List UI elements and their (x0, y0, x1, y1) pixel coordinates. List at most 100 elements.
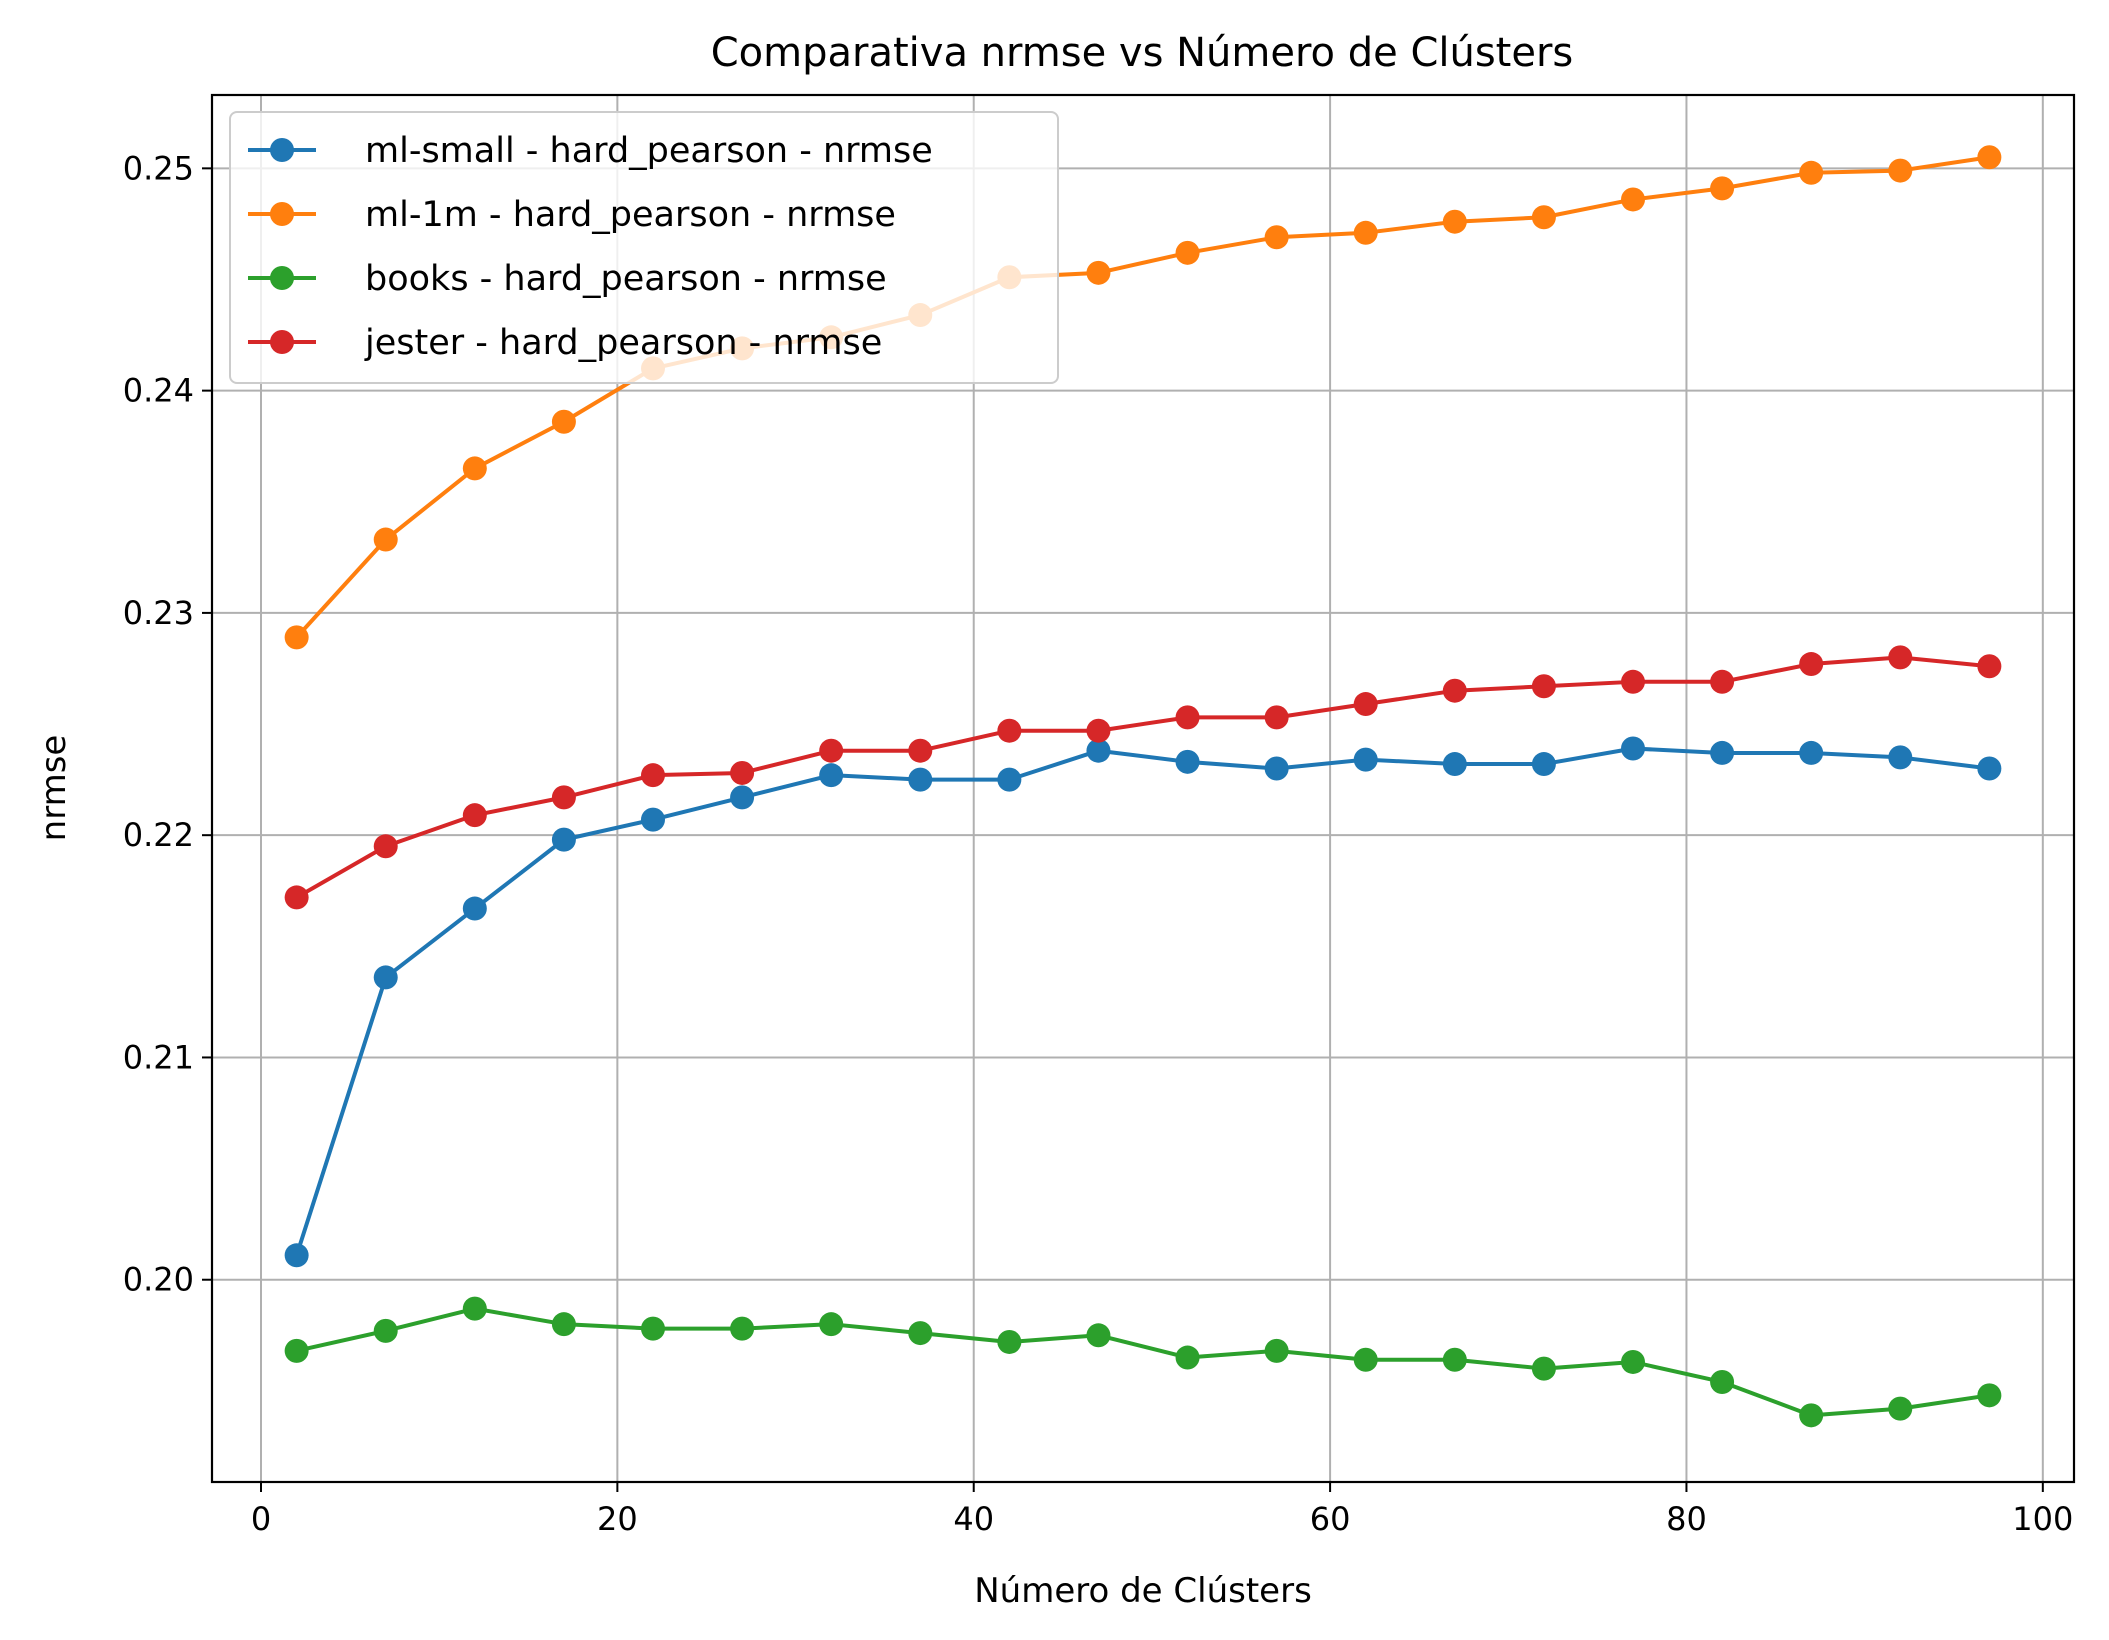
data-point (1888, 745, 1913, 770)
data-point (908, 767, 933, 792)
data-point (373, 834, 398, 859)
data-point (641, 1316, 665, 1341)
data-point (284, 1338, 309, 1363)
data-point (1977, 654, 2002, 679)
data-point (819, 763, 844, 788)
x-tick-label: 60 (1310, 1500, 1351, 1538)
data-point (641, 807, 665, 832)
series-line (296, 1306, 1990, 1418)
data-point (1264, 705, 1289, 730)
series-4 (284, 645, 2002, 910)
data-point (1264, 1338, 1289, 1363)
data-point (1799, 652, 1824, 677)
legend-marker (270, 138, 294, 162)
data-point (1086, 718, 1111, 743)
axis-ticks: 0 20 40 60 80 100 0.20 0.21 0.22 0.23 0.24 0.25 (123, 149, 2074, 1538)
data-point (1353, 692, 1378, 717)
data-point (1888, 1396, 1913, 1421)
data-point (908, 1321, 933, 1346)
legend-label: jester - hard_pearson - nrmse (364, 323, 882, 363)
data-point (551, 409, 576, 434)
data-point (819, 1312, 844, 1337)
data-point (284, 885, 309, 910)
legend-marker (270, 266, 294, 290)
data-point (1621, 1349, 1645, 1374)
data-point (730, 785, 755, 810)
data-point (997, 1329, 1022, 1354)
data-point (373, 965, 398, 990)
data-point (997, 718, 1022, 743)
data-point (1888, 645, 1913, 670)
data-point (1353, 220, 1378, 245)
data-point (284, 625, 309, 650)
data-point (1175, 705, 1200, 730)
data-point (373, 527, 398, 552)
data-point (1799, 1403, 1824, 1428)
data-point (1353, 1347, 1378, 1372)
legend-label: books - hard_pearson - nrmse (365, 259, 887, 299)
data-point (1086, 1323, 1111, 1348)
data-point (462, 896, 487, 921)
data-point (1977, 145, 2002, 170)
data-point (1086, 738, 1111, 763)
data-point (1621, 669, 1645, 694)
data-point (1442, 1347, 1467, 1372)
series-line (295, 655, 1990, 900)
data-point (1442, 209, 1467, 234)
legend-marker (270, 330, 294, 354)
axes-frame (210, 93, 2076, 1484)
data-point (1710, 176, 1735, 201)
y-tick-label: 0.25 (123, 149, 194, 187)
data-point (1442, 752, 1467, 777)
data-point (284, 1243, 309, 1268)
data-point (1175, 240, 1200, 265)
data-point (1086, 260, 1111, 285)
y-tick-label: 0.20 (123, 1261, 194, 1299)
data-point (730, 1316, 755, 1341)
legend-label: ml-1m - hard_pearson - nrmse (365, 195, 896, 235)
legend-label: ml-small - hard_pearson - nrmse (365, 131, 933, 171)
series-3 (284, 1296, 2002, 1428)
x-tick-label: 100 (2012, 1500, 2073, 1538)
data-point (997, 767, 1022, 792)
data-point (1353, 747, 1378, 772)
data-point (1531, 1356, 1556, 1381)
series-line (294, 746, 1990, 1256)
chart-title: Comparativa nrmse vs Número de Clústers (711, 30, 1574, 76)
data-point (730, 760, 755, 785)
data-point (462, 1296, 487, 1321)
legend: ml-small - hard_pearson - nrmse ml-1m - h… (229, 111, 1059, 384)
data-point (1799, 740, 1824, 765)
data-point (1264, 756, 1289, 781)
series-1 (284, 736, 2002, 1268)
y-tick-label: 0.23 (123, 594, 194, 632)
data-point (1264, 225, 1289, 250)
data-point (819, 738, 844, 763)
data-point (1175, 749, 1200, 774)
data-point (641, 763, 665, 788)
y-axis-label: nrmse (34, 735, 74, 842)
data-point (551, 1312, 576, 1337)
data-point (373, 1318, 398, 1343)
legend-marker (270, 202, 294, 226)
data-point (1175, 1345, 1200, 1370)
legend-box (229, 111, 1059, 384)
y-tick-label: 0.21 (123, 1038, 194, 1076)
data-point (1621, 187, 1645, 212)
x-tick-label: 80 (1666, 1500, 1707, 1538)
data-point (1710, 669, 1735, 694)
data-point (1977, 756, 2002, 781)
data-point (908, 738, 933, 763)
data-point (1888, 158, 1913, 183)
data-point (462, 456, 487, 481)
y-tick-label: 0.24 (123, 372, 194, 410)
data-point (1977, 1383, 2002, 1408)
data-point (1442, 678, 1467, 703)
x-axis-label: Número de Clústers (974, 1571, 1312, 1611)
x-tick-label: 0 (251, 1500, 271, 1538)
data-point (1799, 160, 1824, 185)
x-tick-label: 40 (953, 1500, 994, 1538)
data-point (1531, 674, 1556, 699)
data-point (462, 803, 487, 828)
